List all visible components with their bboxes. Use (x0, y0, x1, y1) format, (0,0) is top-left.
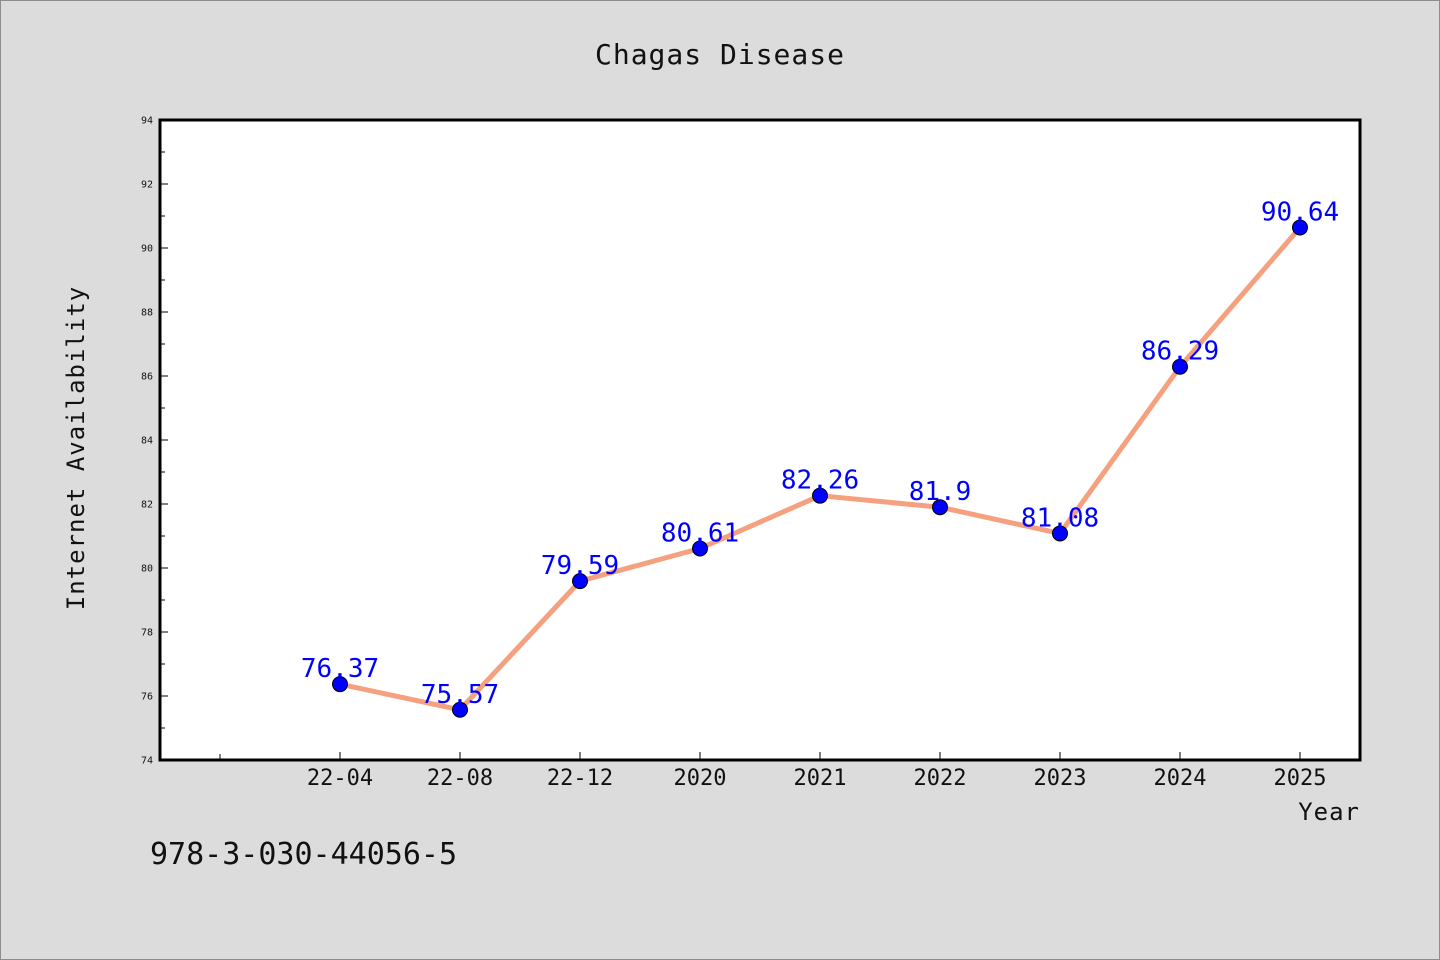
data-label: 80.61 (661, 518, 739, 548)
data-label: 79.59 (541, 551, 619, 581)
x-tick-label: 22-08 (427, 766, 493, 791)
footer-code: 978-3-030-44056-5 (150, 837, 457, 872)
y-tick-label: 78 (141, 628, 153, 639)
y-tick-label: 86 (141, 372, 153, 383)
data-labels-group: 76.37 75.57 79.59 80.61 82.26 81.9 81.08 86.29 9… (301, 198, 1339, 710)
data-point (332, 676, 348, 693)
data-label: 76.37 (301, 654, 379, 684)
y-axis: 74 76 78 80 82 84 86 88 90 92 94 (141, 116, 168, 767)
data-label: 90.64 (1261, 198, 1339, 228)
data-point (692, 540, 708, 557)
x-tick-label: 2025 (1274, 766, 1327, 791)
y-tick-label: 76 (141, 692, 153, 703)
x-axis-label: Year (1298, 798, 1360, 826)
data-point (932, 499, 948, 516)
x-tick-label: 22-04 (307, 766, 373, 791)
markers-group (332, 219, 1308, 718)
y-axis-label: Internet Availability (62, 286, 90, 610)
data-point (1292, 219, 1308, 236)
x-tick-label: 2023 (1034, 766, 1087, 791)
y-tick-label: 88 (141, 308, 153, 319)
y-tick-label: 80 (141, 564, 153, 575)
data-label: 86.29 (1141, 337, 1219, 367)
data-point (812, 487, 828, 504)
y-tick-label: 90 (141, 244, 153, 255)
data-point (452, 701, 468, 718)
x-tick-label: 2024 (1154, 766, 1207, 791)
data-label: 75.57 (421, 680, 499, 710)
y-tick-label: 92 (141, 180, 153, 191)
plot-area (158, 118, 1362, 762)
data-point (572, 573, 588, 590)
data-label: 81.08 (1021, 503, 1099, 533)
y-tick-label: 82 (141, 500, 153, 511)
x-axis: 22-04 22-08 22-12 2020 2021 2022 2023 2024 2025 (219, 752, 1327, 791)
data-label: 81.9 (909, 477, 972, 507)
x-tick-label: 2022 (914, 766, 967, 791)
y-tick-label: 84 (141, 436, 153, 447)
chart-title: Chagas Disease (595, 38, 845, 71)
x-tick-label: 2021 (794, 766, 847, 791)
y-tick-label: 74 (141, 756, 153, 767)
x-tick-label: 22-12 (547, 766, 613, 791)
data-label: 82.26 (781, 466, 859, 496)
data-point (1172, 358, 1188, 375)
x-tick-label: 2020 (674, 766, 727, 791)
y-tick-label: 94 (141, 116, 153, 127)
data-point (1052, 525, 1068, 542)
